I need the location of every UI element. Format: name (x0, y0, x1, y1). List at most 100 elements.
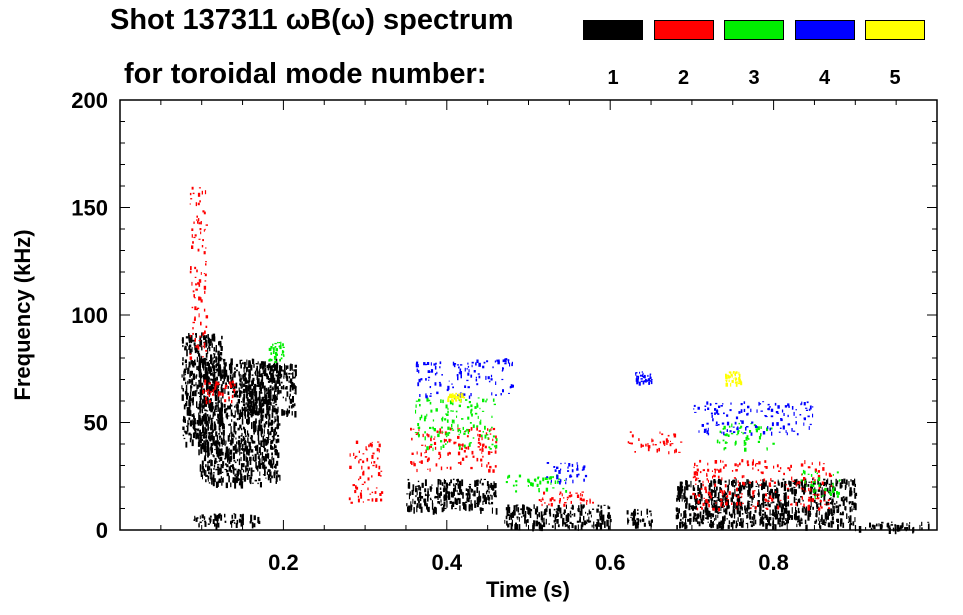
speckle (208, 466, 211, 470)
speckle (461, 457, 465, 461)
speckle (249, 476, 252, 483)
speckle (752, 505, 755, 507)
speckle (268, 419, 270, 426)
speckle (193, 418, 196, 423)
speckle (246, 430, 249, 436)
speckle (227, 391, 230, 395)
speckle (285, 376, 289, 379)
speckle (428, 379, 430, 381)
speckle (536, 520, 539, 527)
speckle (362, 460, 365, 464)
speckle (783, 472, 785, 476)
speckle (193, 413, 195, 420)
speckle (225, 450, 228, 457)
speckle (748, 480, 750, 488)
speckle (188, 365, 191, 368)
speckle (560, 468, 562, 471)
speckle (277, 390, 280, 395)
speckle (880, 526, 883, 529)
speckle (215, 350, 218, 353)
speckle (585, 500, 588, 502)
speckle (735, 379, 737, 382)
speckle (419, 492, 422, 495)
speckle (774, 402, 777, 406)
speckle (287, 409, 289, 412)
speckle (669, 443, 672, 447)
speckle (205, 451, 208, 453)
speckle (722, 439, 725, 442)
speckle (771, 422, 774, 427)
speckle (734, 488, 736, 496)
mode-n2-region-11 (348, 440, 384, 504)
speckle (462, 443, 464, 447)
speckle (818, 523, 820, 525)
speckle (378, 443, 381, 448)
speckle (512, 484, 515, 487)
speckle (253, 387, 255, 393)
speckle (419, 495, 422, 502)
speckle (636, 378, 639, 381)
speckle (212, 411, 215, 417)
speckle (259, 482, 262, 488)
speckle (630, 514, 633, 516)
speckle (184, 373, 186, 376)
speckle (235, 422, 237, 426)
speckle (817, 494, 820, 497)
speckle (478, 430, 481, 432)
speckle (205, 474, 208, 477)
speckle (846, 479, 848, 485)
speckle (758, 435, 761, 440)
speckle (513, 511, 516, 516)
speckle (802, 499, 804, 502)
speckle (553, 499, 556, 502)
speckle (854, 483, 856, 487)
speckle (291, 411, 293, 416)
speckle (188, 344, 192, 348)
speckle (362, 453, 365, 455)
speckle (698, 488, 701, 495)
speckle (731, 470, 734, 472)
speckle (286, 411, 288, 417)
speckle (741, 502, 744, 504)
speckle (713, 502, 716, 505)
speckle (809, 490, 812, 495)
speckle (433, 441, 437, 445)
speckle (269, 431, 272, 436)
speckle (410, 504, 413, 511)
speckle (427, 457, 430, 461)
speckle (516, 504, 518, 512)
speckle (264, 368, 267, 374)
speckle (220, 448, 223, 455)
speckle (263, 362, 266, 367)
speckle (255, 461, 257, 469)
speckle (793, 513, 796, 520)
speckle (792, 480, 795, 482)
speckle (233, 393, 237, 398)
speckle (830, 520, 833, 528)
speckle (557, 480, 559, 484)
speckle (195, 433, 198, 440)
speckle (794, 489, 797, 497)
speckle (238, 458, 241, 466)
speckle (203, 308, 206, 312)
speckle (749, 510, 752, 515)
speckle (204, 442, 207, 449)
speckle (221, 383, 223, 387)
speckle (190, 266, 192, 270)
speckle (424, 479, 427, 486)
speckle (191, 398, 194, 403)
speckle (771, 480, 774, 482)
speckle (851, 480, 855, 485)
speckle (463, 396, 466, 399)
speckle (465, 455, 468, 458)
speckle (230, 482, 232, 488)
legend-label-n2: 2 (677, 67, 690, 89)
speckle (430, 445, 432, 448)
speckle (215, 381, 218, 386)
speckle (717, 424, 720, 426)
speckle (566, 514, 570, 521)
speckle (684, 500, 686, 503)
speckle (878, 523, 880, 527)
speckle (260, 424, 263, 429)
speckle (742, 481, 744, 485)
